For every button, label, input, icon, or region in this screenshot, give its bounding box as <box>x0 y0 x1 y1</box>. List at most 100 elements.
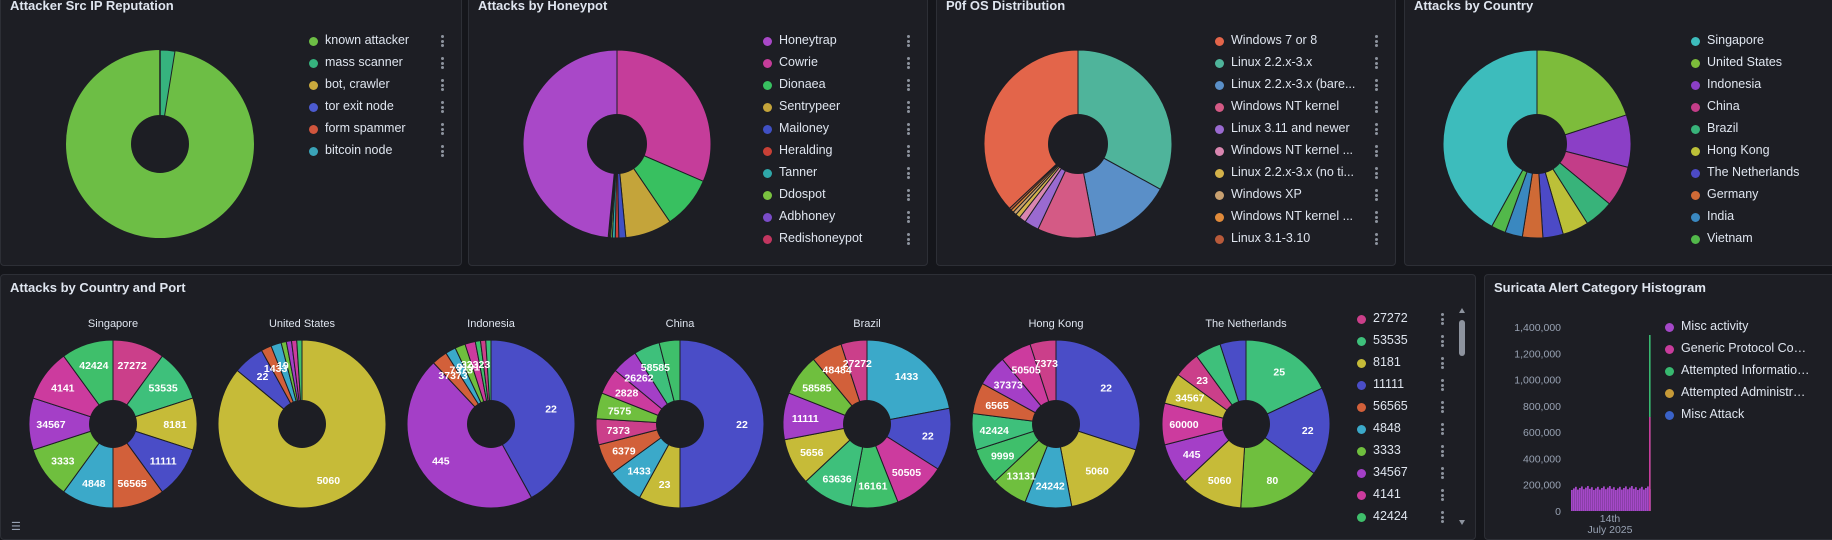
legend-options-icon[interactable] <box>1441 335 1444 349</box>
histogram-bar[interactable] <box>1587 486 1589 511</box>
histogram-bar[interactable] <box>1633 488 1635 511</box>
legend-options-icon[interactable] <box>907 101 910 115</box>
legend-options-icon[interactable] <box>1375 123 1378 137</box>
histogram-bar[interactable] <box>1601 488 1603 511</box>
legend-item[interactable]: Hong Kong <box>1691 143 1831 163</box>
scroll-up-icon[interactable] <box>1459 308 1465 313</box>
legend-item[interactable]: Tanner <box>763 165 915 185</box>
country-pie[interactable] <box>406 339 576 509</box>
p0f-donut[interactable] <box>978 44 1178 244</box>
legend-item[interactable]: Linux 2.2.x-3.x (bare... <box>1215 77 1383 97</box>
legend-options-icon[interactable] <box>1441 467 1444 481</box>
country-port-pies[interactable]: Singapore2727253535818111111565654848333… <box>1 311 1341 540</box>
histogram-bar[interactable] <box>1571 489 1573 511</box>
legend-item[interactable]: 3333 <box>1357 443 1449 463</box>
legend-item[interactable]: Indonesia <box>1691 77 1831 97</box>
legend-item[interactable]: Attempted Information L... <box>1665 363 1825 383</box>
legend-item[interactable]: tor exit node <box>309 99 449 119</box>
legend-options-icon[interactable] <box>1375 145 1378 159</box>
histogram-bar[interactable] <box>1577 489 1579 511</box>
legend-options-icon[interactable] <box>441 35 444 49</box>
country-pie[interactable] <box>971 339 1141 509</box>
pie-slice[interactable] <box>1442 49 1538 228</box>
legend-options-icon[interactable] <box>907 123 910 137</box>
legend-options-icon[interactable] <box>1375 101 1378 115</box>
scrollbar-thumb[interactable] <box>1459 320 1465 356</box>
legend-item[interactable]: The Netherlands <box>1691 165 1831 185</box>
histogram-bar[interactable] <box>1605 489 1607 511</box>
histogram-bar[interactable] <box>1625 486 1627 511</box>
legend-item[interactable]: 56565 <box>1357 399 1449 419</box>
legend-options-icon[interactable] <box>907 167 910 181</box>
legend-item[interactable]: Heralding <box>763 143 915 163</box>
legend-options-icon[interactable] <box>907 233 910 247</box>
histogram-bar[interactable] <box>1591 487 1593 511</box>
legend-options-icon[interactable] <box>907 57 910 71</box>
legend-item[interactable]: Redishoneypot <box>763 231 915 251</box>
pie-slice[interactable] <box>522 49 618 239</box>
histogram-bar[interactable] <box>1621 489 1623 511</box>
histogram-bar[interactable] <box>1581 486 1583 511</box>
legend-item[interactable]: India <box>1691 209 1831 229</box>
legend-item[interactable]: Adbhoney <box>763 209 915 229</box>
pie-slice[interactable] <box>1245 339 1323 425</box>
histogram-bar[interactable] <box>1643 489 1645 511</box>
legend-item[interactable]: 8181 <box>1357 355 1449 375</box>
legend-options-icon[interactable] <box>441 145 444 159</box>
legend-item[interactable]: Windows NT kernel ... <box>1215 143 1383 163</box>
histogram-bar[interactable] <box>1609 486 1611 511</box>
legend-item[interactable]: Windows 7 or 8 <box>1215 33 1383 53</box>
legend-item[interactable]: Vietnam <box>1691 231 1831 251</box>
country-pie[interactable] <box>782 339 952 509</box>
pie-slice[interactable] <box>983 49 1079 210</box>
histogram-bar[interactable] <box>1637 489 1639 511</box>
histogram-bar[interactable] <box>1595 488 1597 511</box>
legend-item[interactable]: Misc activity <box>1665 319 1825 339</box>
legend-item[interactable]: United States <box>1691 55 1831 75</box>
histogram-bar[interactable] <box>1641 486 1643 511</box>
legend-item[interactable]: 53535 <box>1357 333 1449 353</box>
list-icon[interactable]: ☰ <box>11 521 21 533</box>
legend-options-icon[interactable] <box>441 79 444 93</box>
scroll-down-icon[interactable] <box>1459 520 1465 525</box>
legend-options-icon[interactable] <box>1375 211 1378 225</box>
histogram-bar[interactable] <box>1583 489 1585 511</box>
legend-options-icon[interactable] <box>907 35 910 49</box>
histogram-bar[interactable] <box>1599 489 1601 511</box>
legend-options-icon[interactable] <box>1441 445 1444 459</box>
legend-item[interactable]: Windows NT kernel <box>1215 99 1383 119</box>
histogram-bar[interactable] <box>1597 486 1599 511</box>
legend-item[interactable]: Linux 2.2.x-3.x <box>1215 55 1383 75</box>
legend-item[interactable]: bot, crawler <box>309 77 449 97</box>
pie-slice[interactable] <box>490 339 576 499</box>
pie-slice[interactable] <box>1536 49 1628 145</box>
histogram-bar[interactable] <box>1593 489 1595 511</box>
legend-item[interactable]: Cowrie <box>763 55 915 75</box>
histogram-bar[interactable] <box>1639 488 1641 511</box>
pie-slice[interactable] <box>679 339 765 509</box>
legend-item[interactable]: Misc Attack <box>1665 407 1825 427</box>
legend-item[interactable]: Dionaea <box>763 77 915 97</box>
histogram-bar[interactable] <box>1615 489 1617 511</box>
histogram-bar[interactable] <box>1585 487 1587 511</box>
pie-slice[interactable] <box>1055 423 1137 508</box>
legend-item[interactable]: Attempted Administrato... <box>1665 385 1825 405</box>
pie-slice[interactable] <box>406 362 533 509</box>
histogram-bar[interactable] <box>1631 486 1633 511</box>
legend-options-icon[interactable] <box>1375 57 1378 71</box>
legend-options-icon[interactable] <box>907 145 910 159</box>
histogram-bar[interactable] <box>1607 487 1609 511</box>
legend-item[interactable]: Brazil <box>1691 121 1831 141</box>
legend-options-icon[interactable] <box>1375 167 1378 181</box>
legend-options-icon[interactable] <box>1441 357 1444 371</box>
histogram-bar[interactable] <box>1573 488 1575 511</box>
legend-options-icon[interactable] <box>441 123 444 137</box>
legend-scrollbar[interactable] <box>1459 308 1466 530</box>
histogram-bar[interactable] <box>1579 488 1581 511</box>
histogram-bar[interactable] <box>1627 489 1629 511</box>
pie-slice[interactable] <box>866 339 951 425</box>
legend-item[interactable]: Sentrypeer <box>763 99 915 119</box>
legend-options-icon[interactable] <box>1441 313 1444 327</box>
pie-slice[interactable] <box>1077 143 1162 237</box>
pie-slice[interactable] <box>1184 422 1247 509</box>
